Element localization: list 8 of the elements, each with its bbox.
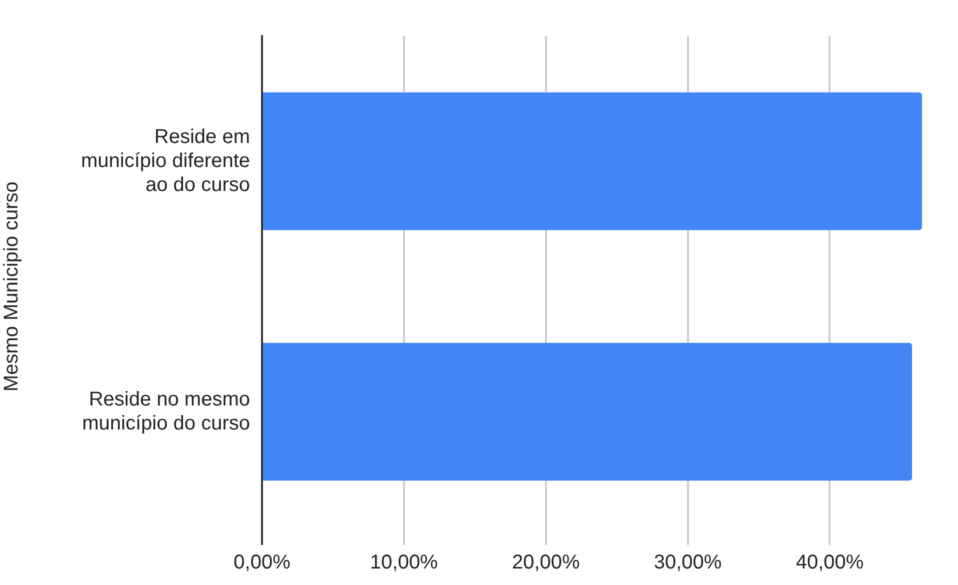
x-tick-label: 40,00%: [796, 552, 864, 574]
y-axis-title: Mesmo Municipio curso: [0, 181, 23, 392]
y-tick-label: Reside no mesmo município do curso: [82, 388, 250, 434]
x-tick-label: 10,00%: [370, 552, 438, 574]
x-tick-label: 20,00%: [512, 552, 580, 574]
x-tick-label: 30,00%: [654, 552, 722, 574]
x-tick-label: 0,00%: [234, 552, 291, 574]
y-tick-label: Reside em município diferente ao do curso: [81, 126, 250, 196]
